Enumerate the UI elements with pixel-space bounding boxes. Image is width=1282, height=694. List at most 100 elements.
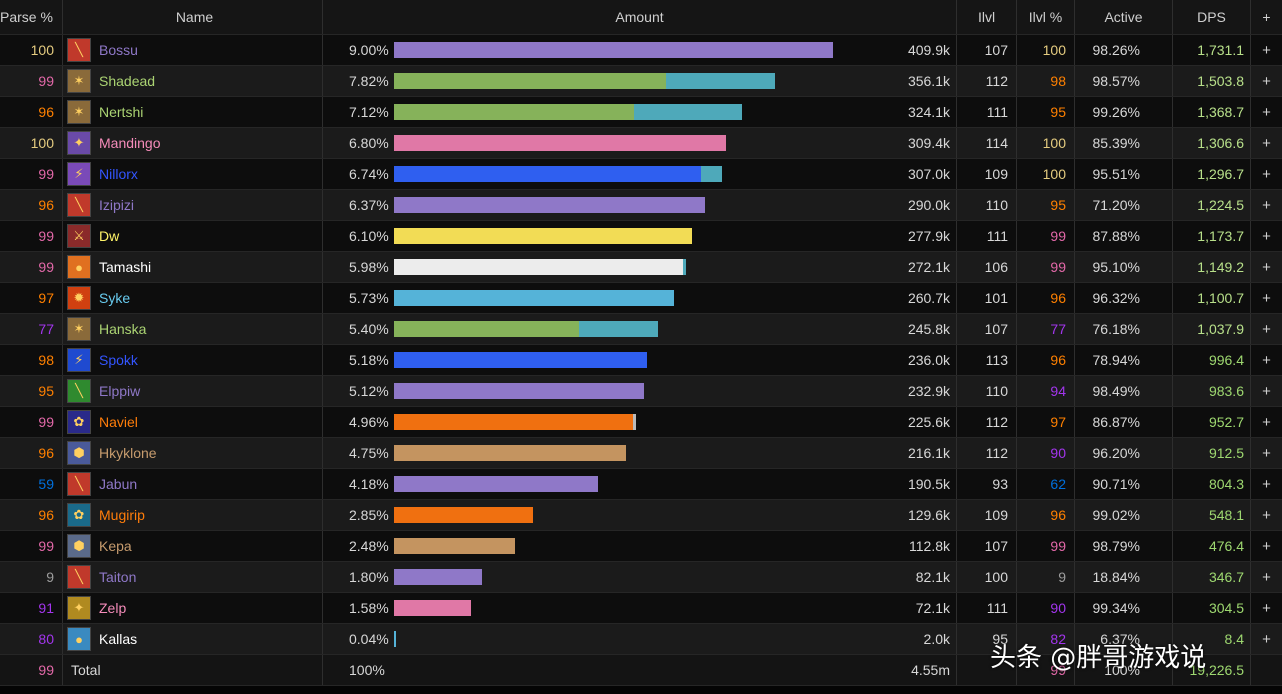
table-row[interactable]: 99 ✶ Shadead 7.82% 356.1k 112 98 98.57% 1,503.8 + <box>0 66 1282 97</box>
table-row[interactable]: 9 ╲ Taiton 1.80% 82.1k 100 9 18.84% 346.7 + <box>0 562 1282 593</box>
player-name[interactable]: Taiton <box>99 569 137 585</box>
col-amount-header[interactable]: Amount <box>323 0 957 34</box>
expand-button[interactable]: + <box>1262 630 1271 648</box>
total-percent: 100% <box>349 662 385 678</box>
player-name[interactable]: Elppiw <box>99 383 141 399</box>
player-cell[interactable]: ✶ Nertshi <box>63 97 323 127</box>
table-row[interactable]: 99 ⬢ Kepa 2.48% 112.8k 107 99 98.79% 476.4 + <box>0 531 1282 562</box>
player-cell[interactable]: ⚔ Dw <box>63 221 323 251</box>
player-cell[interactable]: ✿ Mugirip <box>63 500 323 530</box>
total-plus-cell <box>1251 655 1282 685</box>
player-cell[interactable]: ✦ Mandingo <box>63 128 323 158</box>
ilvl-percent: 9 <box>1017 562 1075 592</box>
table-row[interactable]: 91 ✦ Zelp 1.58% 72.1k 111 90 99.34% 304.5 + <box>0 593 1282 624</box>
table-row[interactable]: 98 ⚡ Spokk 5.18% 236.0k 113 96 78.94% 996.4 + <box>0 345 1282 376</box>
player-name[interactable]: Shadead <box>99 73 156 89</box>
player-name[interactable]: Tamashi <box>99 259 152 275</box>
player-name[interactable]: Syke <box>99 290 131 306</box>
table-row[interactable]: 96 ⬢ Hkyklone 4.75% 216.1k 112 90 96.20% 912.5 + <box>0 438 1282 469</box>
player-cell[interactable]: ╲ Elppiw <box>63 376 323 406</box>
expand-button[interactable]: + <box>1262 258 1271 276</box>
player-name[interactable]: Mandingo <box>99 135 161 151</box>
player-name[interactable]: Dw <box>99 228 120 244</box>
table-row[interactable]: 99 ⚔ Dw 6.10% 277.9k 111 99 87.88% 1,173.7 + <box>0 221 1282 252</box>
ilvl-value: 111 <box>957 97 1017 127</box>
table-row[interactable]: 99 ✿ Naviel 4.96% 225.6k 112 97 86.87% 952.7 + <box>0 407 1282 438</box>
col-plus-header[interactable]: + <box>1262 9 1271 25</box>
warrior-icon: ⬢ <box>67 534 91 558</box>
player-cell[interactable]: ⚡ Spokk <box>63 345 323 375</box>
player-cell[interactable]: ✶ Hanska <box>63 314 323 344</box>
expand-button[interactable]: + <box>1262 227 1271 245</box>
expand-button[interactable]: + <box>1262 103 1271 121</box>
parse-percent: 99 <box>0 221 63 251</box>
table-row[interactable]: 99 ⚡ Nillorx 6.74% 307.0k 109 100 95.51% 1,296.7… <box>0 159 1282 190</box>
expand-button[interactable]: + <box>1262 196 1271 214</box>
expand-button[interactable]: + <box>1262 506 1271 524</box>
col-parse-header[interactable]: Parse % <box>0 0 63 34</box>
player-name[interactable]: Hkyklone <box>99 445 157 461</box>
player-name[interactable]: Izipizi <box>99 197 135 213</box>
player-cell[interactable]: ╲ Izipizi <box>63 190 323 220</box>
player-name[interactable]: Nertshi <box>99 104 144 120</box>
player-cell[interactable]: ⬢ Kepa <box>63 531 323 561</box>
player-name[interactable]: Kallas <box>99 631 138 647</box>
player-cell[interactable]: ⬢ Hkyklone <box>63 438 323 468</box>
table-row[interactable]: 100 ╲ Bossu 9.00% 409.9k 107 100 98.26% 1,731.1 + <box>0 35 1282 66</box>
table-row[interactable]: 96 ✿ Mugirip 2.85% 129.6k 109 96 99.02% 548.1 + <box>0 500 1282 531</box>
player-cell[interactable]: ● Kallas <box>63 624 323 654</box>
table-row[interactable]: 95 ╲ Elppiw 5.12% 232.9k 110 94 98.49% 983.6 + <box>0 376 1282 407</box>
player-name[interactable]: Bossu <box>99 42 138 58</box>
player-cell[interactable]: ╲ Taiton <box>63 562 323 592</box>
expand-button[interactable]: + <box>1262 444 1271 462</box>
player-cell[interactable]: ✦ Zelp <box>63 593 323 623</box>
expand-button[interactable]: + <box>1262 413 1271 431</box>
expand-button[interactable]: + <box>1262 599 1271 617</box>
expand-button[interactable]: + <box>1262 475 1271 493</box>
expand-button[interactable]: + <box>1262 320 1271 338</box>
table-row[interactable]: 96 ╲ Izipizi 6.37% 290.0k 110 95 71.20% 1,224.5 + <box>0 190 1282 221</box>
col-active-header[interactable]: Active <box>1075 0 1173 34</box>
active-percent: 99.02% <box>1075 500 1173 530</box>
expand-button[interactable]: + <box>1262 382 1271 400</box>
col-dps-header[interactable]: DPS <box>1173 0 1251 34</box>
dps-value: 952.7 <box>1173 407 1251 437</box>
expand-button[interactable]: + <box>1262 72 1271 90</box>
col-ilvl-pct-header[interactable]: Ilvl % <box>1017 0 1075 34</box>
expand-button[interactable]: + <box>1262 351 1271 369</box>
player-cell[interactable]: ⚡ Nillorx <box>63 159 323 189</box>
player-name[interactable]: Spokk <box>99 352 138 368</box>
expand-button[interactable]: + <box>1262 134 1271 152</box>
mage-icon: ✹ <box>67 286 91 310</box>
player-name[interactable]: Zelp <box>99 600 127 616</box>
expand-button[interactable]: + <box>1262 165 1271 183</box>
player-cell[interactable]: ╲ Jabun <box>63 469 323 499</box>
player-cell[interactable]: ● Tamashi <box>63 252 323 282</box>
player-name[interactable]: Hanska <box>99 321 147 337</box>
player-name[interactable]: Nillorx <box>99 166 138 182</box>
col-name-header[interactable]: Name <box>63 0 323 34</box>
table-row[interactable]: 97 ✹ Syke 5.73% 260.7k 101 96 96.32% 1,100.7 + <box>0 283 1282 314</box>
table-row[interactable]: 77 ✶ Hanska 5.40% 245.8k 107 77 76.18% 1,037.9 + <box>0 314 1282 345</box>
player-cell[interactable]: ✿ Naviel <box>63 407 323 437</box>
amount-bar-segment <box>666 73 775 89</box>
table-row[interactable]: 59 ╲ Jabun 4.18% 190.5k 93 62 90.71% 804.3 + <box>0 469 1282 500</box>
expand-button[interactable]: + <box>1262 289 1271 307</box>
col-ilvl-header[interactable]: Ilvl <box>957 0 1017 34</box>
player-name[interactable]: Jabun <box>99 476 138 492</box>
table-row[interactable]: 100 ✦ Mandingo 6.80% 309.4k 114 100 85.39% 1,306… <box>0 128 1282 159</box>
table-row[interactable]: 80 ● Kallas 0.04% 2.0k 95 82 6.37% 8.4 + <box>0 624 1282 655</box>
expand-button[interactable]: + <box>1262 41 1271 59</box>
table-row[interactable]: 99 ● Tamashi 5.98% 272.1k 106 99 95.10% 1,149.2 + <box>0 252 1282 283</box>
amount-bar-segment <box>701 166 722 182</box>
amount-cell: 6.74% 307.0k <box>323 159 957 189</box>
expand-button[interactable]: + <box>1262 568 1271 586</box>
table-row[interactable]: 96 ✶ Nertshi 7.12% 324.1k 111 95 99.26% 1,368.7 + <box>0 97 1282 128</box>
player-name[interactable]: Naviel <box>99 414 138 430</box>
expand-button[interactable]: + <box>1262 537 1271 555</box>
player-cell[interactable]: ✹ Syke <box>63 283 323 313</box>
player-cell[interactable]: ✶ Shadead <box>63 66 323 96</box>
player-name[interactable]: Mugirip <box>99 507 145 523</box>
player-cell[interactable]: ╲ Bossu <box>63 35 323 65</box>
player-name[interactable]: Kepa <box>99 538 132 554</box>
